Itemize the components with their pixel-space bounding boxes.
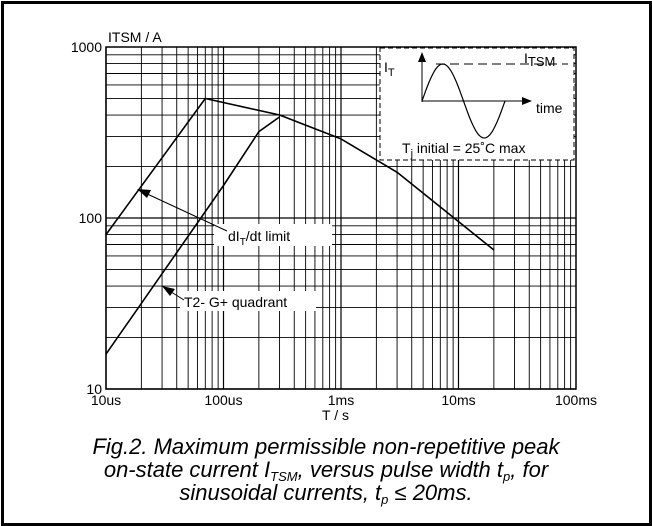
inset-it-label: IT — [384, 59, 395, 79]
inset-diagram: IT ITSM time Tj initial = 25˚C max — [379, 47, 575, 161]
y-tick-label: 1000 — [71, 39, 102, 55]
x-tick-label: 1ms — [328, 392, 354, 408]
series-group — [105, 97, 495, 355]
dit-annotation: dIT/dt limit — [137, 189, 332, 248]
caption-line-3: sinusoidal currents, tp ≤ 20ms. — [179, 480, 473, 507]
dit-arrowhead — [137, 189, 151, 198]
inset-itsm-label: ITSM — [524, 50, 555, 69]
figure-caption: Fig.2. Maximum permissible non-repetitiv… — [0, 434, 652, 507]
quadrant-label: T2- G+ quadrant — [184, 294, 287, 310]
x-tick-label: 100ms — [555, 392, 597, 408]
x-tick-label: 10us — [91, 392, 121, 408]
quadrant-arrowhead — [162, 286, 175, 296]
inset-x-arrow — [522, 97, 532, 105]
series-line-1 — [105, 97, 495, 251]
quadrant-annotation: T2- G+ quadrant — [162, 286, 316, 311]
inset-y-arrow — [418, 52, 426, 62]
caption-line-1: Fig.2. Maximum permissible non-repetitiv… — [92, 434, 560, 459]
plot-border — [105, 46, 577, 390]
inset-tj-label: Tj initial = 25˚C max — [402, 140, 525, 160]
tick-labels: 10us 100us 1ms 10ms 100ms 10 100 1000 — [71, 39, 597, 408]
inset-border — [379, 47, 575, 161]
y-tick-label: 100 — [79, 210, 103, 226]
x-tick-label: 10ms — [441, 392, 475, 408]
inset-time-label: time — [536, 100, 563, 116]
x-axis-title: T / s — [322, 407, 349, 423]
caption-line-2: on-state current ITSM, versus pulse widt… — [103, 457, 549, 484]
dit-arrow-line — [142, 191, 228, 232]
y-tick-label: 10 — [86, 381, 102, 397]
series-line-2 — [105, 116, 281, 355]
x-tick-label: 100us — [204, 392, 242, 408]
inset-sine-wave — [421, 63, 506, 139]
y-axis-title: ITSM / A — [108, 29, 162, 45]
